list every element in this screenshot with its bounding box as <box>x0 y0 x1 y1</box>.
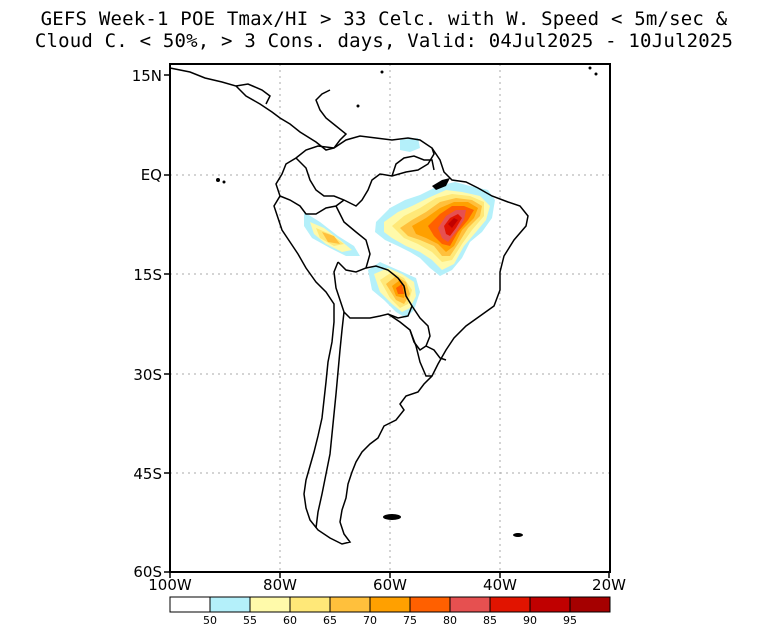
lon-label-100w: 100W <box>148 576 192 594</box>
probability-shading <box>304 138 495 318</box>
coastline-central-america <box>169 67 348 151</box>
border-venezuela-colombia <box>295 147 435 207</box>
colorbar-swatch-6 <box>409 596 451 613</box>
colorbar-swatch-3 <box>289 596 331 613</box>
lat-label-45s: 45S <box>133 465 162 483</box>
colorbar-swatch-9 <box>529 596 571 613</box>
lon-label-20w: 20W <box>592 576 626 594</box>
island-south-georgia <box>513 533 523 537</box>
lon-label-60w: 60W <box>373 576 407 594</box>
amazon-river-mouth <box>432 178 450 190</box>
border-peru-brazil <box>335 205 371 273</box>
border-guianas <box>391 155 435 177</box>
island-malvinas <box>383 514 401 520</box>
lon-label-40w: 40W <box>483 576 517 594</box>
colorbar-swatch-0 <box>169 596 211 613</box>
border-argentina-chile <box>315 311 345 529</box>
island-caribbean-1 <box>380 70 384 74</box>
island-caribbean-4 <box>356 104 360 108</box>
lat-label-30s: 30S <box>133 366 162 384</box>
lat-label-15n: 15N <box>131 67 162 85</box>
colorbar-label-60: 60 <box>283 614 297 627</box>
colorbar-swatch-4 <box>329 596 371 613</box>
poe-band-55-d <box>400 138 420 152</box>
island-galapagos-2 <box>222 180 226 184</box>
colorbar-swatch-8 <box>489 596 531 613</box>
coastline-caribbean <box>235 83 271 105</box>
colorbar-label-85: 85 <box>483 614 497 627</box>
border-argentina-brazil <box>425 345 447 361</box>
colorbar-swatch-2 <box>249 596 291 613</box>
coastlines <box>169 67 529 545</box>
map-title-line-1: GEFS Week-1 POE Tmax/HI > 33 Celc. with … <box>40 8 728 30</box>
colorbar-label-75: 75 <box>403 614 417 627</box>
border-argentina-uruguay <box>409 329 432 377</box>
colorbar-label-55: 55 <box>243 614 257 627</box>
colorbar-label-90: 90 <box>523 614 537 627</box>
colorbar-swatch-1 <box>209 596 251 613</box>
island-caribbean-2 <box>588 66 592 70</box>
border-colombia-ecuador-peru <box>279 195 345 215</box>
colorbar <box>169 596 611 613</box>
poe-band-80-b <box>396 284 404 294</box>
colorbar-label-65: 65 <box>323 614 337 627</box>
colorbar-label-50: 50 <box>203 614 217 627</box>
colorbar-label-80: 80 <box>443 614 457 627</box>
lat-label-eq: EQ <box>140 166 162 184</box>
island-galapagos <box>216 178 220 182</box>
border-paraguay <box>387 305 431 352</box>
lat-label-15s: 15S <box>133 266 162 284</box>
colorbar-label-70: 70 <box>363 614 377 627</box>
map-title-line-2: Cloud C. < 50%, > 3 Cons. days, Valid: 0… <box>34 30 734 52</box>
poe-band-70-c <box>322 232 340 244</box>
island-caribbean-3 <box>594 72 598 76</box>
lon-label-80w: 80W <box>263 576 297 594</box>
colorbar-swatch-10 <box>569 596 611 613</box>
lat-label-60s: 60S <box>133 563 162 581</box>
colorbar-swatch-7 <box>449 596 491 613</box>
map-gridlines <box>170 64 610 572</box>
islands <box>216 66 598 537</box>
colorbar-label-95: 95 <box>563 614 577 627</box>
coastline-south-america <box>273 135 529 545</box>
poe-band-95 <box>448 218 458 228</box>
colorbar-swatch-5 <box>369 596 411 613</box>
axis-ticks <box>164 74 610 578</box>
